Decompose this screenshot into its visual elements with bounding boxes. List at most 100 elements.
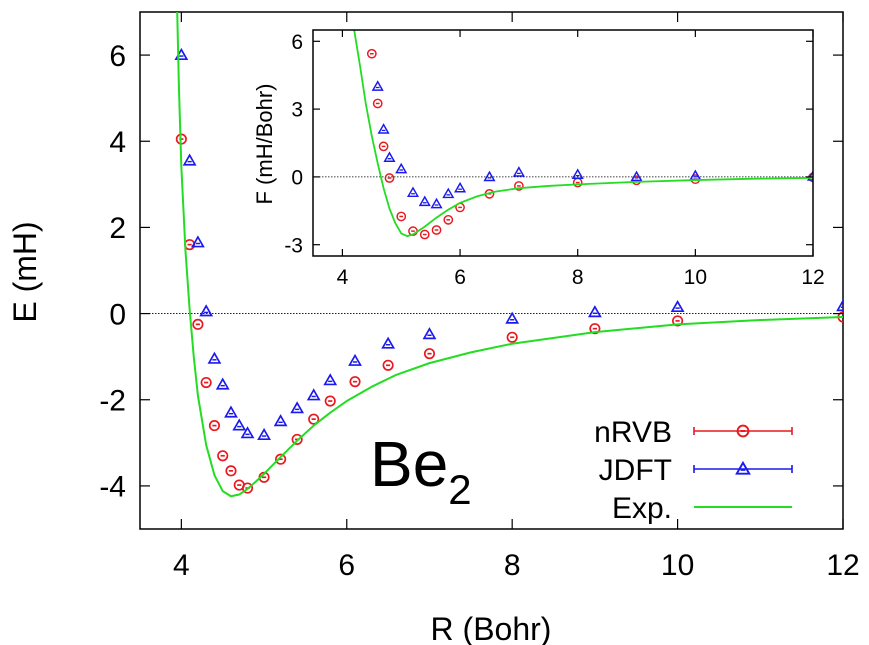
legend-marker-jdft	[735, 460, 751, 475]
main-series-nrvb-point	[589, 323, 601, 335]
inset-series-jdft-point	[454, 181, 467, 193]
main-series-jdft-point	[199, 304, 214, 317]
inset-series-nrvb-point	[384, 173, 395, 183]
inset-series-jdft-point	[383, 151, 396, 163]
main-series-jdft-point	[207, 351, 222, 364]
inset-series-jdft-point	[406, 186, 420, 198]
main-series-jdft-point	[215, 377, 230, 390]
inset-series-nrvb-point	[514, 181, 524, 191]
main-y-tick-label: 6	[109, 40, 126, 73]
molecule-annotation-subscript: 2	[448, 466, 471, 513]
inset-series-nrvb-point	[372, 98, 383, 109]
inset-marks	[313, 30, 813, 240]
inset-background	[313, 30, 813, 256]
main-plot: 4 6 8 10 12 -4 -2 0 2 4 6 R (Bohr) E (mH)	[7, 11, 860, 645]
inset-y-tick-label: 0	[291, 166, 303, 189]
inset-series-nrvb-point	[378, 141, 389, 152]
main-series-nrvb-point	[217, 450, 229, 462]
inset-ticks: 4 6 8 10 12 -3 0 3 6	[284, 30, 825, 289]
inset-y-tick-label: 3	[291, 99, 303, 122]
main-y-axis-title: E (mH)	[7, 221, 43, 322]
legend-label-jdft: JDFT	[599, 454, 672, 487]
main-x-tick-label: 6	[338, 549, 355, 582]
main-series-jdft-point	[273, 414, 288, 427]
main-x-tick-label: 4	[173, 549, 190, 582]
inset-series-jdft-point	[806, 170, 813, 181]
inset-series-jdft-point	[371, 80, 384, 91]
main-series-nrvb-point	[275, 453, 287, 465]
inset-series-nrvb-point	[443, 214, 454, 225]
inset-clipped-marks	[313, 30, 813, 240]
main-series-nrvb-point	[308, 413, 320, 425]
main-series-jdft-point	[587, 305, 602, 318]
main-series-jdft-point	[224, 405, 238, 418]
main-series-jdft-point	[422, 327, 437, 340]
inset-plot-frame	[312, 29, 814, 257]
inset-x-tick-label: 10	[684, 266, 707, 289]
molecule-annotation: Be2	[370, 428, 472, 513]
inset-series-jdft-point	[442, 187, 455, 199]
inset-x-tick-label: 4	[337, 266, 349, 289]
main-series-nrvb-point	[241, 482, 254, 494]
main-y-tick-label: -2	[99, 385, 126, 418]
main-series-exp-line	[176, 12, 843, 498]
main-y-tick-label: 0	[109, 298, 126, 331]
main-plot-frame	[139, 11, 844, 530]
main-series-nrvb-point	[192, 318, 204, 330]
main-marks	[140, 12, 843, 498]
inset-series-exp-line	[353, 30, 813, 238]
main-series-jdft-point	[381, 336, 396, 349]
main-x-axis-title: R (Bohr)	[431, 611, 552, 645]
main-series-nrvb-point	[672, 315, 684, 327]
main-y-tick-label: 4	[109, 126, 126, 159]
main-series-jdft-point	[836, 299, 843, 312]
main-series-jdft-point	[232, 418, 247, 431]
main-series-nrvb-point	[200, 376, 212, 389]
main-x-tick-label: 12	[826, 549, 859, 582]
main-series-nrvb-point	[382, 359, 394, 371]
main-x-tick-label: 10	[661, 549, 694, 582]
main-series-nrvb-point	[225, 465, 237, 477]
inset-series-jdft-point	[512, 166, 525, 177]
inset-y-tick-label: -3	[284, 234, 303, 257]
main-series-jdft-point	[505, 311, 520, 324]
inset-series-jdft-point	[483, 170, 496, 182]
inset-series-jdft-point	[395, 162, 408, 174]
legend: nRVB JDFT Exp.	[594, 416, 793, 525]
main-series-jdft-point	[348, 353, 362, 366]
main-series-nrvb-point	[506, 331, 518, 343]
main-series-nrvb-point	[291, 433, 303, 445]
inset-series-nrvb-point	[366, 48, 377, 59]
inset-series-jdft-point	[377, 123, 390, 134]
inset-series-nrvb-point	[419, 229, 430, 240]
inset-series-nrvb-point	[431, 225, 442, 235]
main-series-nrvb-point	[324, 395, 336, 407]
inset-series-jdft-point	[418, 195, 431, 207]
inset-x-tick-label: 8	[572, 266, 584, 289]
molecule-annotation-base: Be	[370, 428, 448, 500]
inset-x-tick-label: 12	[801, 266, 824, 289]
inset-y-tick-label: 6	[291, 31, 303, 54]
inset-series-jdft-point	[571, 168, 584, 179]
main-series-jdft-point	[670, 299, 685, 313]
legend-label-nrvb: nRVB	[594, 416, 672, 449]
legend-label-exp: Exp.	[612, 492, 672, 525]
main-y-tick-label: 2	[109, 212, 126, 245]
main-series-nrvb-point	[349, 376, 361, 388]
main-series-jdft-point	[257, 427, 271, 441]
inset-y-axis-title: F (mH/Bohr)	[252, 84, 277, 205]
main-series-jdft-point	[290, 401, 305, 414]
main-clipped-marks	[140, 12, 843, 498]
inset-series-nrvb-point	[396, 211, 407, 222]
main-ticks: 4 6 8 10 12 -4 -2 0 2 4 6	[99, 12, 860, 582]
main-series-jdft-point	[182, 153, 197, 166]
inset-series-jdft-point	[630, 170, 643, 182]
main-series-nrvb-point	[423, 348, 436, 360]
inset-x-tick-label: 6	[454, 266, 466, 289]
inset-series-jdft-point	[430, 197, 443, 209]
inset-plot: 4 6 8 10 12 -3 0 3 6 F (mH/Bohr)	[252, 29, 825, 289]
main-series-jdft-point	[240, 426, 255, 439]
main-series-nrvb-point	[208, 420, 221, 432]
main-series-jdft-point	[306, 388, 321, 401]
